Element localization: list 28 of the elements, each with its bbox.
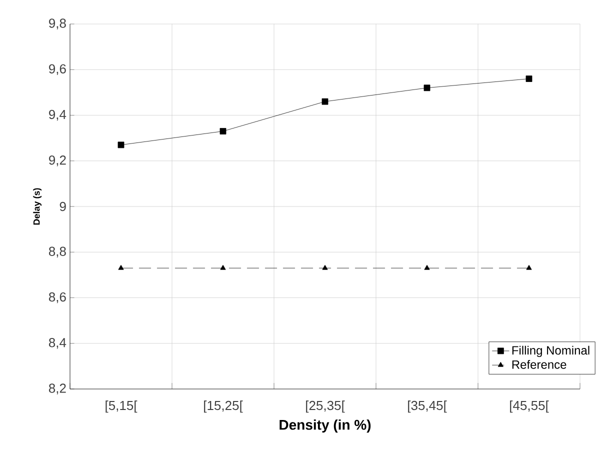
- y-tick-label: 8,2: [48, 384, 66, 394]
- x-tick-label: [25,35[: [306, 400, 345, 413]
- point: [322, 264, 328, 270]
- point: [526, 264, 532, 270]
- y-tick-label: 9,8: [49, 18, 66, 30]
- point: [526, 76, 532, 82]
- point: [118, 142, 124, 148]
- y-tick-label: 9: [60, 202, 66, 212]
- point: [424, 264, 430, 270]
- point: [220, 128, 226, 134]
- y-tick-label: 9,4: [49, 110, 66, 121]
- point: [322, 98, 328, 105]
- y-tick-label: 8,4: [48, 338, 66, 349]
- x-tick-label: [45,55[: [510, 400, 549, 413]
- point: [220, 264, 226, 270]
- x-tick-label: [5,15[: [106, 400, 138, 413]
- x-tick-label: [35,45[: [408, 400, 447, 413]
- y-axis-title: Delay (s): [33, 188, 42, 225]
- point: [118, 264, 124, 270]
- point: [424, 84, 430, 92]
- x-axis-title: Density (in %): [280, 420, 371, 433]
- y-tick-label: 8,8: [48, 246, 66, 258]
- y-tick-label: 9,6: [49, 64, 66, 75]
- legend-label: Reference: [512, 360, 566, 369]
- y-tick-label: 9,2: [49, 156, 66, 166]
- y-tick-label: 8,6: [48, 292, 66, 304]
- legend-label: Filling Nominal: [512, 346, 590, 358]
- x-tick-label: [15,25[: [204, 400, 243, 413]
